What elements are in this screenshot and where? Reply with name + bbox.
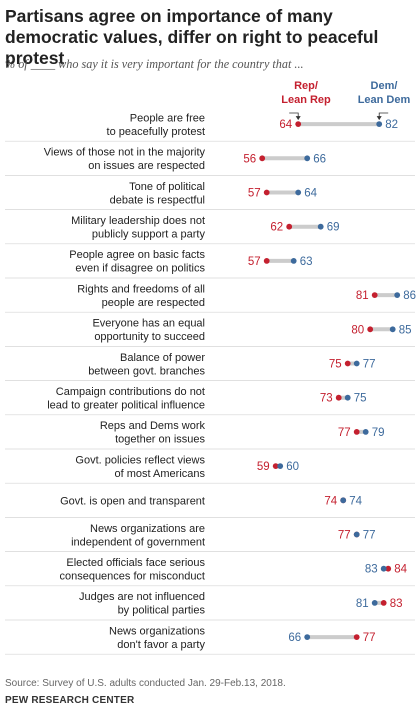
rep-value-label: 62	[270, 222, 283, 234]
legend-dem-arrow	[376, 116, 382, 121]
source-note: Source: Survey of U.S. adults conducted …	[5, 678, 286, 689]
dem-value-label: 66	[313, 153, 326, 165]
rep-dot	[371, 292, 378, 298]
dem-value-label: 75	[354, 393, 367, 405]
rep-value-label: 80	[351, 324, 364, 336]
category-label: Military leadership does not publicly sup…	[71, 215, 205, 241]
rep-dot	[286, 223, 293, 230]
rep-dot	[385, 565, 392, 572]
dem-dot	[376, 121, 383, 127]
dem-dot	[344, 394, 351, 401]
rep-dot	[272, 463, 279, 469]
dem-value-label: 79	[372, 427, 385, 439]
category-label: Balance of power between govt. branches	[88, 352, 205, 378]
rep-dot	[344, 360, 351, 367]
rep-dot	[353, 429, 360, 435]
category-label: Elected officials face serious consequenc…	[59, 557, 205, 583]
dem-value-label: 85	[399, 324, 412, 336]
rep-dot	[295, 121, 302, 127]
legend-rep-arrow	[295, 116, 301, 121]
category-label: Govt. is open and transparent	[60, 495, 205, 507]
rep-dot	[335, 394, 342, 401]
dem-value-label: 69	[327, 222, 340, 234]
dem-dot	[362, 429, 369, 435]
rep-value-label: 57	[248, 256, 261, 268]
rep-value-label: 77	[338, 530, 351, 542]
chart-subtitle: % of ____ who say it is very important f…	[5, 57, 304, 71]
rep-dot	[259, 155, 266, 162]
category-label: Judges are not influenced by political pa…	[79, 591, 205, 617]
category-label: People agree on basic facts even if disag…	[69, 249, 205, 275]
dem-dot	[304, 155, 311, 162]
dem-value-label: 66	[288, 632, 301, 644]
dem-value-label: 77	[363, 359, 376, 371]
category-label: People are free to peacefully protest	[107, 112, 205, 138]
category-label: Govt. policies reflect views of most Amer…	[75, 454, 205, 480]
dem-dot	[295, 189, 302, 196]
category-label: Tone of political debate is respectful	[110, 181, 205, 207]
dem-value-label: 77	[363, 530, 376, 542]
rep-value-label: 64	[279, 119, 292, 131]
rep-value-label: 74	[324, 495, 337, 507]
category-label: Rights and freedoms of all people are res…	[77, 283, 205, 309]
category-label: Reps and Dems work together on issues	[100, 420, 206, 446]
rep-dot	[367, 326, 374, 333]
dem-value-label: 63	[300, 256, 313, 268]
dem-dot	[380, 565, 387, 572]
dem-dot	[353, 531, 360, 538]
rep-value-label: 81	[356, 290, 369, 302]
rep-value-label: 75	[329, 359, 342, 371]
category-label: Views of those not in the majority on iss…	[44, 147, 206, 173]
dem-value-label: 83	[365, 564, 378, 576]
dem-value-label: 60	[286, 461, 299, 473]
rep-value-label: 57	[248, 188, 261, 200]
legend-dem: Dem/Lean Dem	[357, 80, 411, 106]
dem-value-label: 81	[356, 598, 369, 610]
organization-name: PEW RESEARCH CENTER	[5, 695, 135, 706]
dem-dot	[389, 326, 396, 333]
dem-dot	[317, 223, 324, 230]
category-label: Campaign contributions do not lead to gre…	[47, 386, 205, 412]
dem-dot	[371, 600, 378, 606]
rep-value-label: 73	[320, 393, 333, 405]
rep-value-label: 77	[338, 427, 351, 439]
rep-dot	[263, 189, 270, 196]
dem-value-label: 74	[349, 495, 362, 507]
dem-dot	[290, 258, 297, 264]
rep-value-label: 56	[243, 153, 256, 165]
rep-dot	[353, 634, 360, 640]
dem-dot	[353, 360, 360, 367]
dem-value-label: 64	[304, 188, 317, 200]
dem-value-label: 86	[403, 290, 416, 302]
dem-dot	[394, 292, 401, 298]
chart-title: Partisans agree on importance of many de…	[5, 6, 379, 68]
category-label: News organizations don't favor a party	[109, 625, 205, 651]
rep-dot	[263, 258, 270, 264]
dem-value-label: 82	[385, 119, 398, 131]
category-label: News organizations are independent of gov…	[71, 523, 205, 549]
rep-value-label: 83	[390, 598, 403, 610]
category-label: Everyone has an equal opportunity to succ…	[92, 318, 205, 344]
rep-value-label: 59	[257, 461, 270, 473]
rep-value-label: 77	[363, 632, 376, 644]
dem-dot	[277, 463, 284, 469]
dem-dot	[304, 634, 311, 640]
legend-rep: Rep/Lean Rep	[281, 80, 331, 106]
dem-dot	[340, 497, 347, 504]
rep-value-label: 84	[394, 564, 407, 576]
rep-dot	[380, 600, 387, 606]
